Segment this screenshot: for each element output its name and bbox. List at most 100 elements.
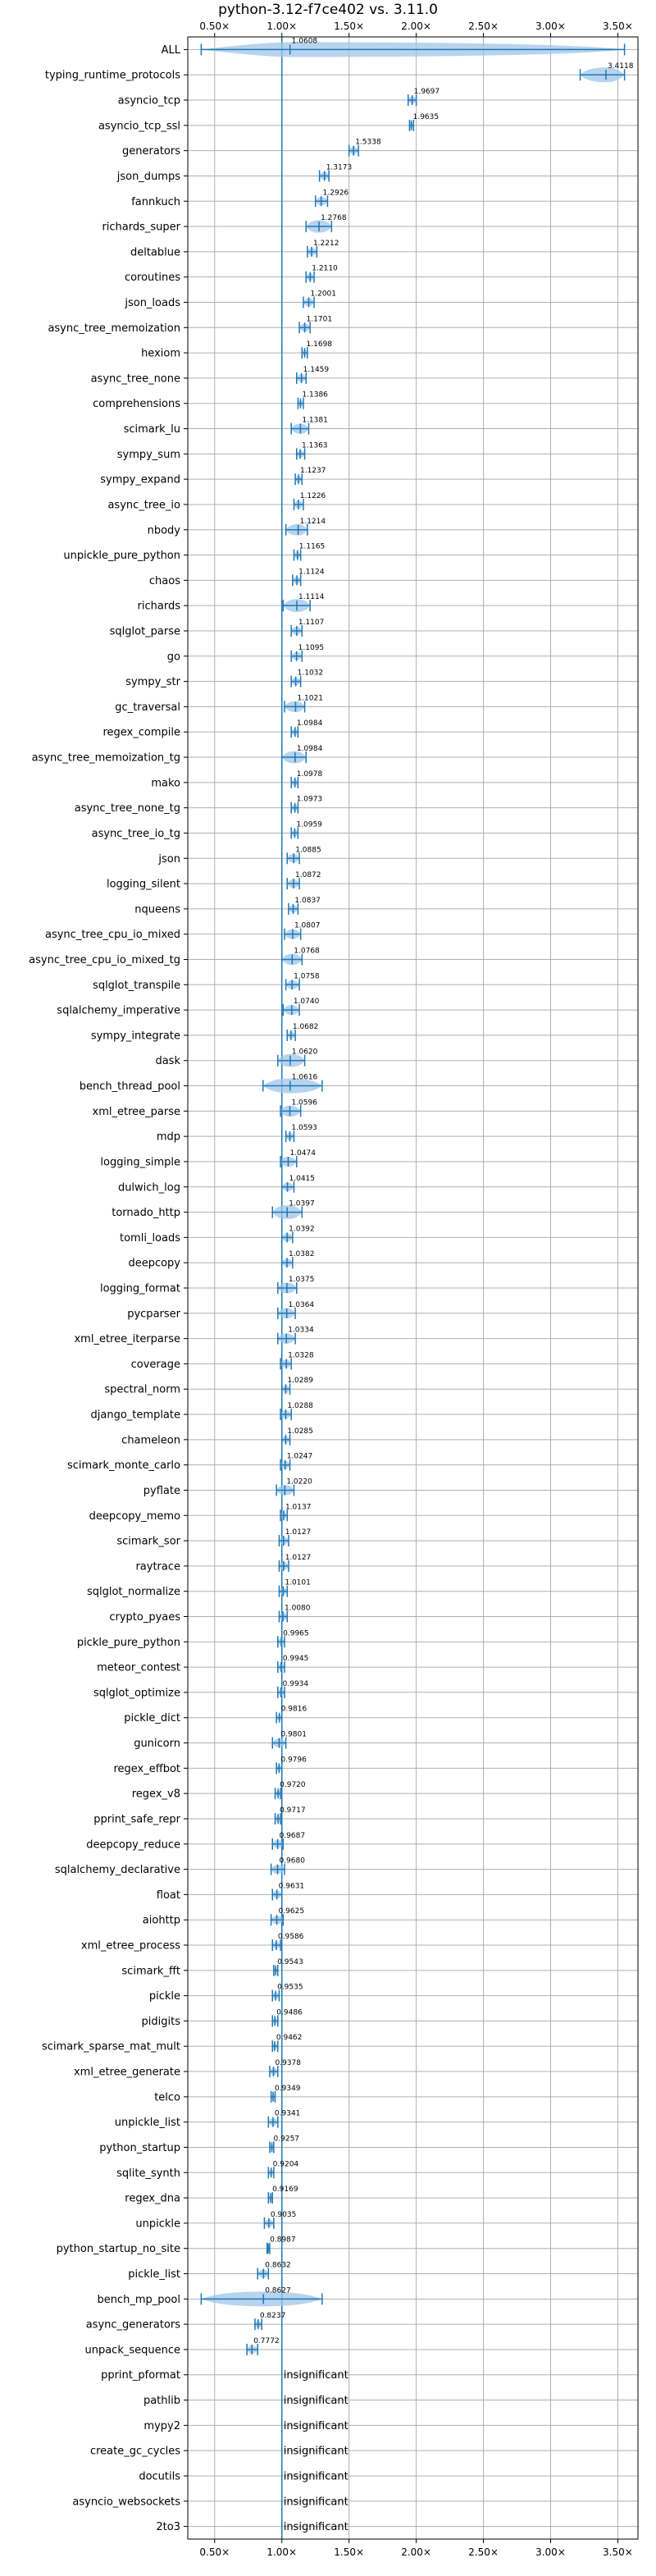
benchmark-label: chaos (149, 575, 180, 587)
value-label: 1.1032 (298, 669, 324, 678)
value-label: 0.9717 (280, 1806, 306, 1815)
benchmark-label: sqlalchemy_declarative (55, 1864, 180, 1876)
benchmark-label: hexiom (141, 348, 180, 360)
value-label: 1.9635 (413, 113, 439, 121)
value-label: 0.9625 (279, 1907, 305, 1916)
benchmark-label: meteor_contest (97, 1662, 180, 1674)
value-label: 1.0807 (294, 922, 321, 930)
value-label: 3.4118 (608, 62, 634, 71)
benchmark-label: telco (154, 2091, 180, 2103)
value-label: 1.0375 (289, 1276, 315, 1284)
benchmark-label: regex_v8 (132, 1788, 180, 1801)
x-tick-label-bottom: 3.00× (535, 2546, 566, 2558)
benchmark-label: xml_etree_generate (74, 2067, 180, 2079)
value-label: 0.7772 (253, 2337, 280, 2345)
x-tick-label-top: 3.50× (603, 21, 633, 32)
value-label: 1.1386 (302, 391, 328, 400)
benchmark-label: json (157, 853, 180, 866)
benchmark-label: logging_format (100, 1283, 180, 1295)
insignificant-label: insignificant (284, 2395, 348, 2407)
value-label: 1.1237 (300, 467, 326, 475)
benchmark-label: xml_etree_iterparse (74, 1333, 180, 1345)
value-label: 0.8987 (270, 2236, 296, 2245)
benchmark-label: sqlglot_parse (110, 625, 180, 637)
value-label: 0.9257 (274, 2135, 300, 2143)
value-label: 0.9796 (280, 1756, 307, 1764)
value-label: 1.0289 (287, 1377, 313, 1385)
value-label: 1.0973 (297, 796, 323, 804)
benchmark-label: pprint_safe_repr (93, 1813, 180, 1825)
benchmark-label: scimark_fft (121, 1965, 180, 1977)
benchmark-label: dask (155, 1055, 180, 1067)
benchmark-label: go (167, 651, 180, 663)
benchmark-label: mypy2 (144, 2420, 180, 2432)
benchmark-label: coroutines (125, 272, 180, 284)
benchmark-label: deepcopy (128, 1258, 180, 1270)
value-label: 1.1021 (297, 694, 323, 702)
benchmark-label: regex_dna (125, 2193, 180, 2205)
benchmark-label: mdp (157, 1131, 180, 1144)
value-label: 0.9631 (279, 1882, 305, 1890)
value-label: 0.8237 (260, 2312, 286, 2320)
value-label: 1.0872 (295, 871, 321, 879)
benchmark-label: tornado_http (112, 1207, 180, 1219)
benchmark-label: aiohttp (143, 1915, 180, 1927)
benchmark-label: async_tree_none (91, 372, 180, 385)
value-label: 1.0978 (297, 770, 323, 779)
benchmark-label: asyncio_tcp_ssl (98, 120, 180, 132)
grid (188, 37, 638, 2539)
value-label: 0.9543 (277, 1958, 303, 1966)
benchmark-label: ALL (162, 44, 181, 57)
insignificant-label: insignificant (284, 2369, 348, 2382)
benchmark-label: unpack_sequence (84, 2344, 180, 2356)
value-label: 1.0984 (297, 719, 323, 728)
value-label: 1.0127 (285, 1528, 312, 1537)
insignificant-label: insignificant (284, 2420, 348, 2432)
benchmark-label: nbody (148, 524, 181, 537)
benchmark-label: xml_etree_process (81, 1940, 180, 1953)
benchmark-label: tomli_loads (120, 1232, 180, 1245)
benchmark-label: asyncio_tcp (118, 95, 180, 107)
x-tick-label-top: 1.00× (266, 21, 297, 32)
value-label: 0.9035 (271, 2211, 297, 2219)
benchmark-label: logging_silent (107, 879, 180, 891)
value-label: 1.0101 (285, 1579, 311, 1587)
benchmark-label: deltablue (130, 246, 180, 258)
benchmark-label: sympy_integrate (91, 1030, 180, 1042)
value-label: 1.0885 (295, 846, 321, 854)
x-tick-label-top: 1.50× (334, 21, 364, 32)
benchmark-label: fannkuch (131, 196, 180, 208)
value-label: 1.0959 (296, 820, 322, 829)
x-tick-label-bottom: 2.50× (468, 2546, 499, 2558)
x-tick-label-top: 0.50× (199, 21, 230, 32)
benchmark-label: comprehensions (93, 398, 180, 410)
benchmark-label: python_startup_no_site (57, 2243, 180, 2255)
benchmark-label: async_tree_none_tg (75, 802, 180, 815)
x-tick-label-bottom: 0.50× (199, 2546, 230, 2558)
value-label: 0.9486 (276, 2008, 303, 2016)
benchmark-label: async_tree_cpu_io_mixed (45, 929, 180, 941)
value-label: 1.0247 (287, 1453, 313, 1461)
value-label: 1.0397 (289, 1200, 315, 1208)
benchmark-label: pickle_list (128, 2268, 180, 2281)
benchmark-label: unpickle_pure_python (63, 550, 180, 562)
value-label: 1.0415 (289, 1175, 316, 1183)
benchmark-label: regex_compile (102, 727, 180, 739)
benchmark-label: gunicorn (134, 1738, 180, 1750)
value-label: 1.0596 (291, 1098, 317, 1107)
benchmark-label: deepcopy_memo (89, 1510, 180, 1523)
benchmark-label: async_tree_io_tg (92, 828, 180, 840)
benchmark-label: async_tree_memoization (48, 322, 180, 335)
benchmark-label: logging_simple (100, 1156, 180, 1168)
benchmark-label: scimark_sparse_mat_mult (42, 2041, 180, 2053)
value-label: 1.3173 (326, 163, 353, 171)
value-label: 0.9934 (283, 1680, 309, 1688)
benchmark-label: sqlite_synth (116, 2167, 180, 2180)
benchmark-label: sqlalchemy_imperative (57, 1005, 180, 1017)
benchmark-label: async_tree_cpu_io_mixed_tg (29, 954, 180, 966)
benchmark-label: nqueens (134, 903, 180, 916)
value-label: 1.0220 (286, 1478, 312, 1486)
benchmark-label: typing_runtime_protocols (45, 70, 180, 82)
value-label: 1.0740 (294, 998, 320, 1006)
benchmark-label: python_startup (99, 2142, 180, 2154)
